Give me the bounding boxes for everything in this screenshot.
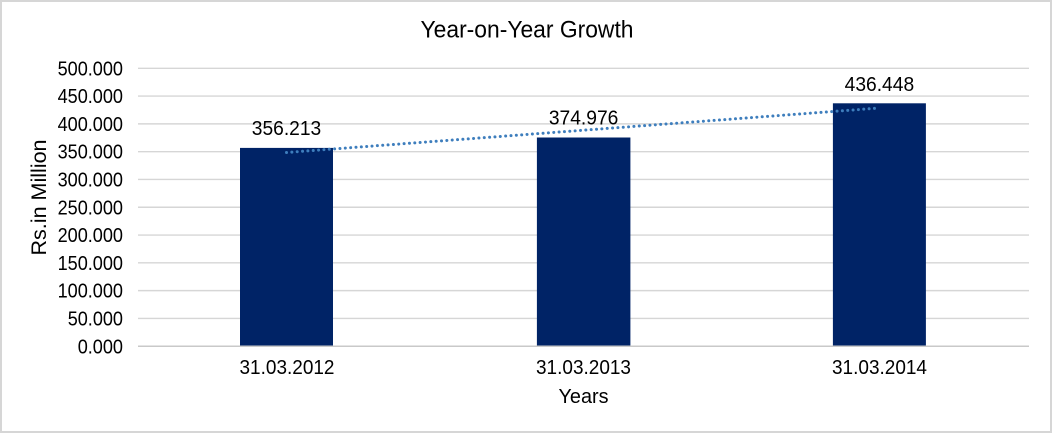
svg-text:100.000: 100.000 bbox=[58, 281, 123, 303]
svg-text:300.000: 300.000 bbox=[58, 170, 123, 192]
svg-text:350.000: 350.000 bbox=[58, 142, 123, 164]
svg-text:200.000: 200.000 bbox=[58, 225, 123, 247]
svg-text:500.000: 500.000 bbox=[58, 58, 123, 80]
svg-text:Years: Years bbox=[559, 386, 609, 408]
svg-text:31.03.2012: 31.03.2012 bbox=[240, 357, 335, 379]
svg-text:400.000: 400.000 bbox=[58, 114, 123, 136]
svg-text:50.000: 50.000 bbox=[68, 309, 123, 331]
svg-text:356.213: 356.213 bbox=[252, 118, 322, 140]
svg-text:31.03.2013: 31.03.2013 bbox=[536, 357, 631, 379]
svg-text:Year-on-Year Growth: Year-on-Year Growth bbox=[421, 17, 634, 44]
svg-text:374.976: 374.976 bbox=[549, 107, 619, 129]
svg-text:31.03.2014: 31.03.2014 bbox=[832, 357, 927, 379]
svg-text:250.000: 250.000 bbox=[58, 197, 123, 219]
svg-text:Rs.in Million: Rs.in Million bbox=[28, 140, 51, 256]
svg-text:0.000: 0.000 bbox=[78, 336, 123, 358]
svg-text:436.448: 436.448 bbox=[845, 74, 915, 96]
svg-text:150.000: 150.000 bbox=[58, 253, 123, 275]
svg-text:450.000: 450.000 bbox=[58, 86, 123, 108]
